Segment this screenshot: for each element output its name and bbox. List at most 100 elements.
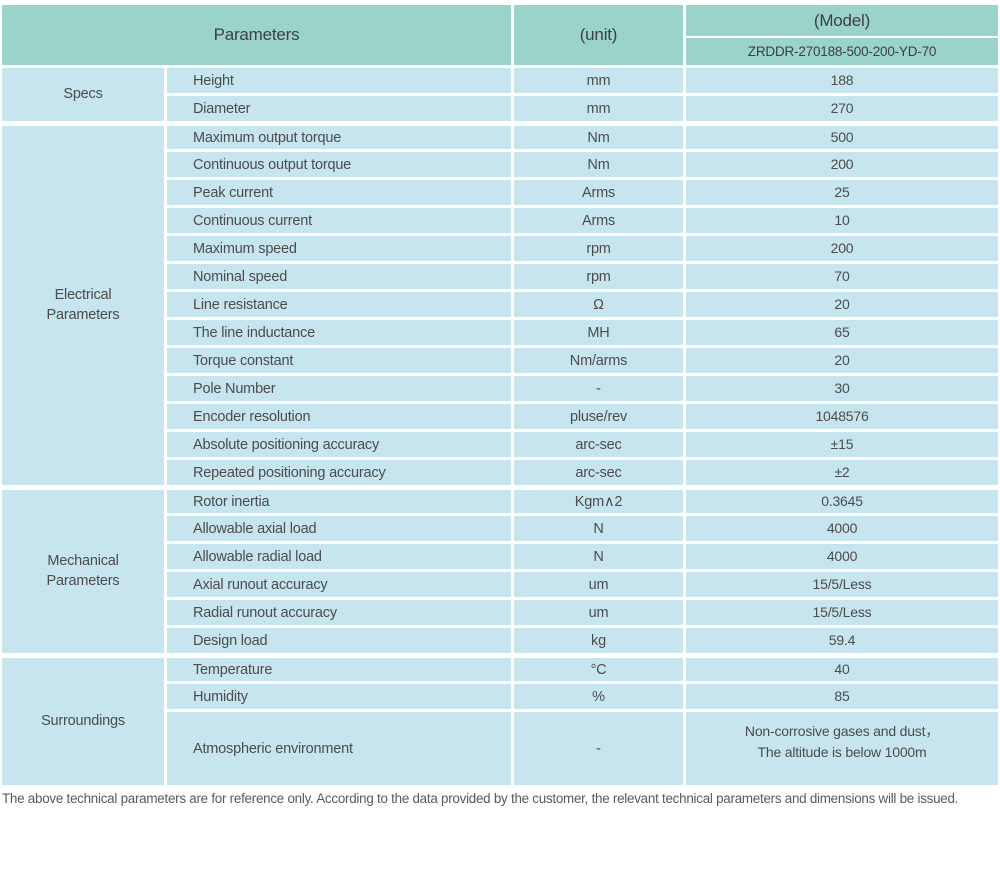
- category-cell: Mechanical Parameters: [2, 485, 164, 653]
- value-cell: Non-corrosive gases and dust， The altitu…: [683, 709, 998, 785]
- param-name-cell: Height: [164, 65, 511, 93]
- value-cell: 65: [683, 317, 998, 345]
- model-header: (Model): [683, 5, 998, 37]
- unit-header: (unit): [511, 5, 683, 65]
- param-name-cell: Allowable radial load: [164, 541, 511, 569]
- value-cell: 85: [683, 681, 998, 709]
- spec-row: Humidity% 85: [2, 681, 998, 709]
- value-cell: 20: [683, 345, 998, 373]
- header-row-code: ZRDDR-270188-500-200-YD-70: [2, 36, 998, 65]
- spec-row: Encoder resolution pluse/rev 1048576: [2, 401, 998, 429]
- unit-cell: rpm: [511, 233, 683, 261]
- unit-cell: N: [511, 513, 683, 541]
- spec-table-header: Parameters (unit) (Model) ZRDDR-270188-5…: [2, 5, 998, 65]
- value-cell: ±15: [683, 429, 998, 457]
- param-name-cell: Radial runout accuracy: [164, 597, 511, 625]
- value-cell: 4000: [683, 541, 998, 569]
- value-cell: 0.3645: [683, 485, 998, 513]
- param-name-cell: Encoder resolution: [164, 401, 511, 429]
- param-name-cell: Diameter: [164, 93, 511, 121]
- spec-row: Design load kg 59.4: [2, 625, 998, 653]
- spec-row: Pole Number -30: [2, 373, 998, 401]
- spec-table-body: Specs Height mm 188 Diameter mm 270 Electrical …: [2, 65, 998, 785]
- unit-cell: °C: [511, 653, 683, 681]
- value-cell: ±2: [683, 457, 998, 485]
- unit-cell: mm: [511, 65, 683, 93]
- unit-cell: Arms: [511, 205, 683, 233]
- unit-cell: kg: [511, 625, 683, 653]
- param-name-cell: Temperature: [164, 653, 511, 681]
- model-code: ZRDDR-270188-500-200-YD-70: [683, 36, 998, 65]
- unit-cell: Arms: [511, 177, 683, 205]
- unit-cell: Ω: [511, 289, 683, 317]
- spec-row: Peak current Arms 25: [2, 177, 998, 205]
- unit-cell: arc-sec: [511, 429, 683, 457]
- spec-row: Continuous output torque Nm 200: [2, 149, 998, 177]
- param-name-cell: Rotor inertia: [164, 485, 511, 513]
- param-name-cell: Maximum speed: [164, 233, 511, 261]
- value-cell: 200: [683, 233, 998, 261]
- spec-row: Mechanical Parameters Rotor inertia Kgm∧2 0…: [2, 485, 998, 653]
- spec-row: Atmospheric environment - Non-corrosive ga…: [2, 709, 998, 785]
- value-cell: 25: [683, 177, 998, 205]
- value-cell: 70: [683, 261, 998, 289]
- unit-cell: N: [511, 541, 683, 569]
- unit-cell: um: [511, 597, 683, 625]
- unit-cell: Nm/arms: [511, 345, 683, 373]
- parameters-header: Parameters: [2, 5, 511, 65]
- param-name-cell: Continuous output torque: [164, 149, 511, 177]
- param-name-cell: Nominal speed: [164, 261, 511, 289]
- value-cell: 4000: [683, 513, 998, 541]
- value-cell: 15/5/Less: [683, 597, 998, 625]
- category-cell: Specs: [2, 65, 164, 121]
- unit-cell: -: [511, 709, 683, 785]
- unit-cell: pluse/rev: [511, 401, 683, 429]
- spec-row: Electrical Parameters Maximum output torq…: [2, 121, 998, 485]
- param-name-cell: Allowable axial load: [164, 513, 511, 541]
- unit-cell: MH: [511, 317, 683, 345]
- category-cell: Electrical Parameters: [2, 121, 164, 485]
- unit-cell: Nm: [511, 121, 683, 149]
- param-name-cell: Axial runout accuracy: [164, 569, 511, 597]
- param-name-cell: Design load: [164, 625, 511, 653]
- value-cell: 15/5/Less: [683, 569, 998, 597]
- param-name-cell: Continuous current: [164, 205, 511, 233]
- unit-cell: rpm: [511, 261, 683, 289]
- param-name-cell: Humidity: [164, 681, 511, 709]
- param-name-cell: Repeated positioning accuracy: [164, 457, 511, 485]
- value-cell: 10: [683, 205, 998, 233]
- unit-cell: mm: [511, 93, 683, 121]
- unit-cell: -: [511, 373, 683, 401]
- spec-sheet-page: Parameters (unit) (Model) ZRDDR-270188-5…: [2, 5, 998, 806]
- value-cell: 270: [683, 93, 998, 121]
- param-name-cell: Atmospheric environment: [164, 709, 511, 785]
- spec-row: Torque constant Nm/arms 20: [2, 345, 998, 373]
- param-name-cell: Torque constant: [164, 345, 511, 373]
- footnote: The above technical parameters are for r…: [2, 791, 959, 806]
- spec-row: Axial runout accuracy um 15/5/Less: [2, 569, 998, 597]
- spec-table: Parameters (unit) (Model) ZRDDR-270188-5…: [2, 5, 998, 785]
- spec-row: Repeated positioning accuracy arc-sec ±2: [2, 457, 998, 485]
- spec-row: Specs Height mm 188: [2, 65, 998, 121]
- param-name-cell: Line resistance: [164, 289, 511, 317]
- unit-cell: Kgm∧2: [511, 485, 683, 513]
- value-cell: 1048576: [683, 401, 998, 429]
- spec-row: Allowable radial load N 4000: [2, 541, 998, 569]
- category-cell: Surroundings: [2, 653, 164, 785]
- spec-row: The line inductance MH 65: [2, 317, 998, 345]
- unit-cell: arc-sec: [511, 457, 683, 485]
- unit-cell: um: [511, 569, 683, 597]
- param-name-cell: Peak current: [164, 177, 511, 205]
- spec-row: Diameter mm 270: [2, 93, 998, 121]
- value-cell: 59.4: [683, 625, 998, 653]
- value-cell: 20: [683, 289, 998, 317]
- spec-row: Continuous current Arms 10: [2, 205, 998, 233]
- value-cell: 30: [683, 373, 998, 401]
- spec-row: Line resistance Ω 20: [2, 289, 998, 317]
- unit-cell: Nm: [511, 149, 683, 177]
- spec-row: Surroundings Temperature °C 40: [2, 653, 998, 785]
- header-row-top: Parameters (unit) (Model): [2, 5, 998, 65]
- param-name-cell: Pole Number: [164, 373, 511, 401]
- spec-row: Radial runout accuracy um 15/5/Less: [2, 597, 998, 625]
- spec-row: Maximum speed rpm 200: [2, 233, 998, 261]
